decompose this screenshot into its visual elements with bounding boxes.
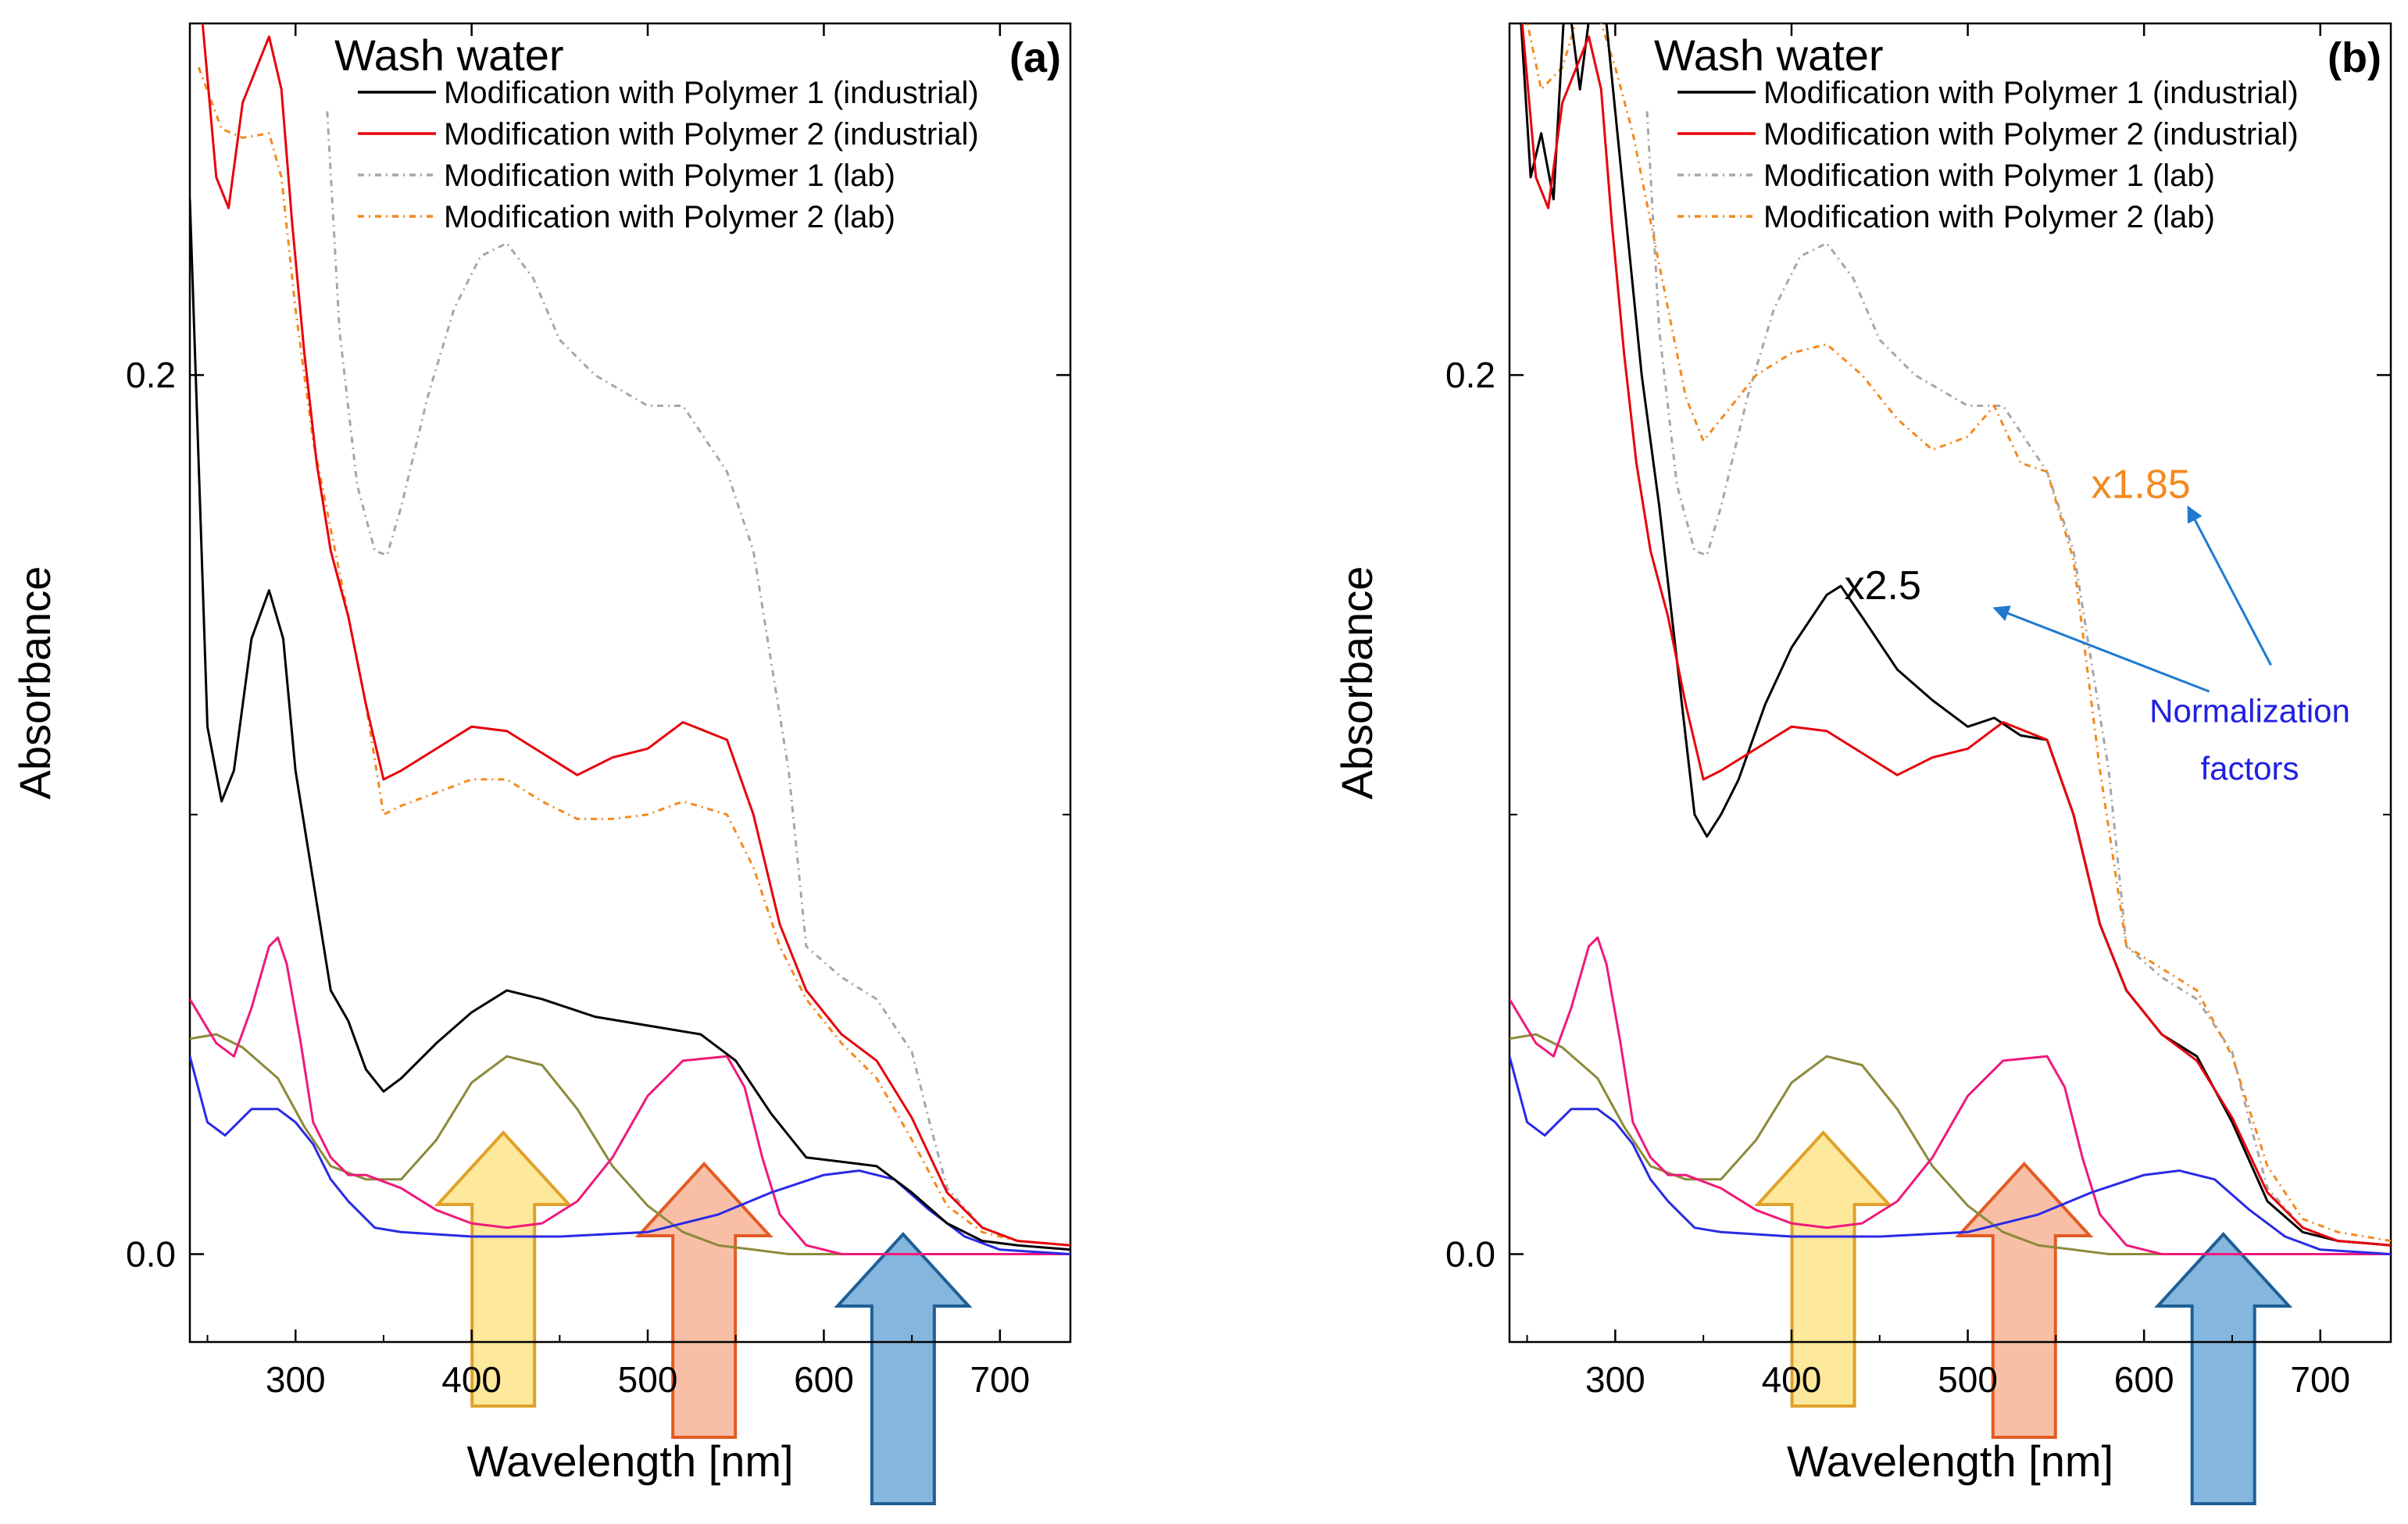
x-tick-label: 400 bbox=[441, 1359, 502, 1400]
plot-frame bbox=[1508, 22, 2392, 1344]
panel-title: Wash water bbox=[334, 30, 564, 80]
legend: Modification with Polymer 1 (industrial)… bbox=[358, 76, 979, 234]
x-tick-label: 500 bbox=[618, 1359, 678, 1400]
y-axis-ticks: 0.0 0.2 bbox=[1445, 355, 2391, 1274]
series-line-modification-with-polymer-1-lab bbox=[1645, 111, 2391, 1247]
x-tick-label: 300 bbox=[1585, 1359, 1645, 1400]
blue-arrow bbox=[834, 1232, 973, 1505]
series-line-olive-dye bbox=[1509, 1033, 2391, 1255]
y-tick-label: 0.2 bbox=[126, 355, 176, 395]
series-lines bbox=[1509, 23, 2391, 1255]
series-line-modification-with-polymer-1-lab bbox=[326, 111, 1070, 1247]
x-tick-label: 300 bbox=[266, 1359, 326, 1400]
y-axis-title: Absorbance bbox=[10, 566, 59, 800]
x-tick-label: 700 bbox=[970, 1359, 1030, 1400]
legend-label: Modification with Polymer 2 (lab) bbox=[1763, 200, 2215, 234]
y-tick-label: 0.0 bbox=[126, 1233, 176, 1274]
orange-arrow bbox=[1955, 1162, 2094, 1439]
legend-label: Modification with Polymer 2 (industrial) bbox=[444, 117, 979, 152]
panel-a: 300 400 500 600 700 0.0 0.2 Wavelength [nm] Abso… bbox=[10, 22, 1072, 1505]
y-axis-ticks: 0.0 0.2 bbox=[126, 355, 1070, 1274]
x-axis-ticks: 300 400 500 600 700 bbox=[206, 23, 1030, 1400]
normalization-annotations: x2.5 x1.85 Normalization factors bbox=[1845, 462, 2350, 787]
x-axis-title: Wavelength [nm] bbox=[1787, 1437, 2113, 1486]
excitation-arrows bbox=[1754, 1130, 2293, 1505]
pointer-to-x2-5 bbox=[1992, 605, 2210, 693]
yellow-arrow bbox=[1754, 1130, 1893, 1408]
plot-frame bbox=[188, 22, 1072, 1344]
series-line-magenta-dye bbox=[190, 936, 1070, 1255]
excitation-arrows bbox=[434, 1130, 973, 1505]
y-tick-label: 0.0 bbox=[1445, 1233, 1495, 1274]
x-tick-label: 600 bbox=[2114, 1359, 2174, 1400]
series-line-olive-dye bbox=[190, 1033, 1070, 1255]
panel-label: (b) bbox=[2328, 34, 2381, 81]
series-line-blue-dye bbox=[1509, 1055, 2391, 1255]
series-line-modification-with-polymer-1-industrial bbox=[190, 199, 1070, 1251]
x-axis-ticks: 300 400 500 600 700 bbox=[1526, 23, 2350, 1400]
series-line-modification-with-polymer-2-lab bbox=[197, 66, 1070, 1247]
normalization-note-line2: factors bbox=[2200, 750, 2299, 787]
factor-x1-85-label: x1.85 bbox=[2091, 462, 2190, 508]
series-line-modification-with-polymer-2-industrial bbox=[1520, 23, 2391, 1247]
y-tick-label: 0.2 bbox=[1445, 355, 1495, 395]
panel-label: (a) bbox=[1009, 34, 1061, 81]
x-tick-label: 700 bbox=[2290, 1359, 2350, 1400]
legend-label: Modification with Polymer 1 (lab) bbox=[444, 159, 895, 193]
x-tick-label: 500 bbox=[1938, 1359, 1998, 1400]
series-line-modification-with-polymer-2-industrial bbox=[201, 23, 1070, 1247]
series-lines bbox=[190, 23, 1070, 1255]
y-axis-title: Absorbance bbox=[1332, 566, 1381, 800]
orange-arrow bbox=[634, 1162, 773, 1439]
x-axis-title: Wavelength [nm] bbox=[466, 1437, 793, 1486]
yellow-arrow bbox=[434, 1130, 573, 1408]
pointer-to-x1-85 bbox=[2187, 505, 2272, 666]
legend-label: Modification with Polymer 1 (industrial) bbox=[444, 76, 979, 110]
x-tick-label: 400 bbox=[1762, 1359, 1822, 1400]
factor-x2-5-label: x2.5 bbox=[1845, 563, 1921, 609]
series-line-modification-with-polymer-2-lab bbox=[1526, 23, 2391, 1243]
series-line-magenta-dye bbox=[1509, 936, 2391, 1255]
panel-title: Wash water bbox=[1654, 30, 1884, 80]
panel-b: 300 400 500 600 700 0.0 0.2 Wavelength [nm] Abso… bbox=[1332, 22, 2392, 1505]
legend-label: Modification with Polymer 2 (industrial) bbox=[1763, 117, 2299, 152]
legend: Modification with Polymer 1 (industrial)… bbox=[1677, 76, 2299, 234]
legend-label: Modification with Polymer 1 (industrial) bbox=[1763, 76, 2299, 110]
normalization-note-line1: Normalization bbox=[2149, 693, 2350, 730]
legend-label: Modification with Polymer 1 (lab) bbox=[1763, 159, 2215, 193]
legend-label: Modification with Polymer 2 (lab) bbox=[444, 200, 895, 234]
x-tick-label: 600 bbox=[794, 1359, 854, 1400]
blue-arrow bbox=[2154, 1232, 2293, 1505]
